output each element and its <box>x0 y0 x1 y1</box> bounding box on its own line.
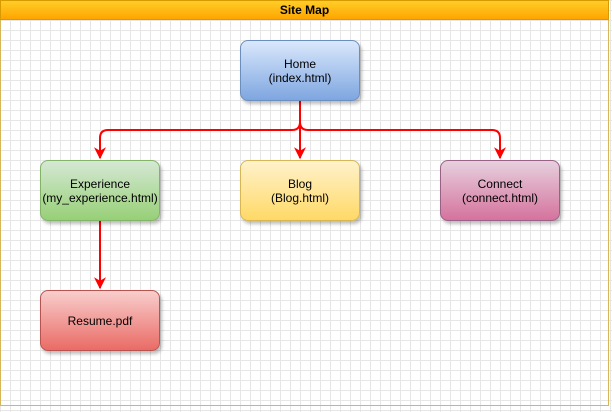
node-experience-file: (my_experience.html) <box>42 190 158 205</box>
node-blog-label: Blog <box>287 176 313 191</box>
node-home-file: (index.html) <box>268 70 332 85</box>
diagram-title-bar[interactable]: Site Map <box>0 0 609 20</box>
node-blog-file: (Blog.html) <box>270 190 329 205</box>
node-blog[interactable]: Blog (Blog.html) <box>240 160 360 221</box>
node-home-label: Home <box>283 56 316 71</box>
node-resume[interactable]: Resume.pdf <box>40 290 160 351</box>
node-home[interactable]: Home (index.html) <box>240 40 360 101</box>
node-experience-label: Experience <box>69 176 131 191</box>
node-connect-file: (connect.html) <box>461 190 539 205</box>
node-connect-label: Connect <box>477 176 523 191</box>
node-connect[interactable]: Connect (connect.html) <box>440 160 560 221</box>
diagram-title: Site Map <box>279 3 330 17</box>
node-experience[interactable]: Experience (my_experience.html) <box>40 160 160 221</box>
node-resume-label: Resume.pdf <box>67 313 133 328</box>
